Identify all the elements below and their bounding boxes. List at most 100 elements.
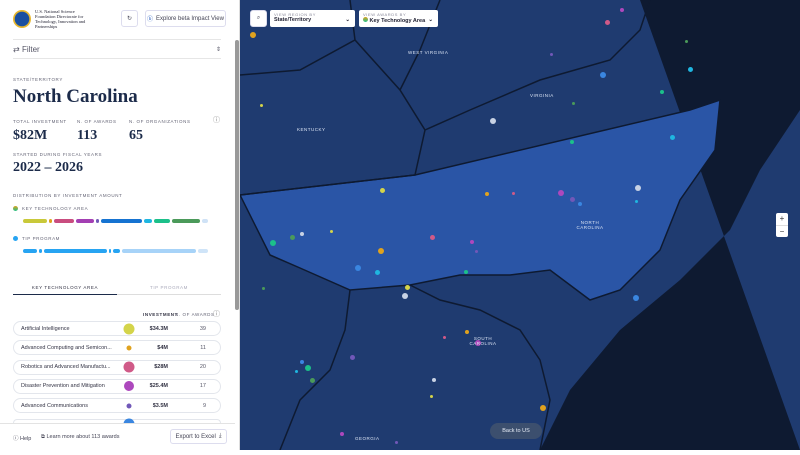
award-dot[interactable]: [295, 370, 298, 373]
export-excel-button[interactable]: Export to Excel ⤓: [170, 429, 227, 444]
award-dot[interactable]: [475, 250, 478, 253]
award-dot[interactable]: [432, 378, 436, 382]
award-dot[interactable]: [660, 90, 664, 94]
map[interactable]: WEST VIRGINIA VIRGINIA KENTUCKY NORTH CA…: [238, 0, 800, 451]
bar-segment[interactable]: [100, 219, 142, 223]
award-dot[interactable]: [395, 441, 398, 444]
help-link[interactable]: ⓘ Help: [13, 436, 32, 442]
award-dot[interactable]: [405, 285, 410, 290]
bar-segment[interactable]: [49, 219, 53, 223]
list-item[interactable]: Artificial Intelligence $34.3M 39: [13, 321, 221, 336]
award-dot[interactable]: [540, 405, 546, 411]
award-dot[interactable]: [470, 240, 474, 244]
info-icon[interactable]: ⓘ: [213, 311, 220, 318]
award-dot[interactable]: [550, 53, 553, 56]
bar-segment[interactable]: [198, 249, 208, 253]
award-dot[interactable]: [430, 395, 433, 398]
award-dot[interactable]: [685, 40, 688, 43]
award-dot[interactable]: [570, 140, 574, 144]
bar-segment[interactable]: [171, 219, 201, 223]
tip-distribution-bar[interactable]: [23, 249, 208, 253]
award-dot[interactable]: [570, 197, 575, 202]
nsf-logo[interactable]: U.S. National Science Foundation Directo…: [13, 9, 95, 29]
award-dot[interactable]: [605, 20, 610, 25]
award-dot[interactable]: [475, 340, 481, 346]
zoom-in-button[interactable]: +: [776, 213, 788, 226]
award-dot[interactable]: [402, 293, 408, 299]
award-dot[interactable]: [558, 190, 564, 196]
award-dot[interactable]: [378, 248, 384, 254]
filter-toggle[interactable]: ⇄ Filter ⇕: [13, 39, 221, 59]
award-dot[interactable]: [572, 102, 575, 105]
region-by-caption: VIEW REGION BY: [274, 12, 316, 17]
award-dot[interactable]: [688, 67, 693, 72]
award-dot[interactable]: [443, 336, 446, 339]
bar-segment[interactable]: [113, 249, 121, 253]
award-dot[interactable]: [512, 192, 515, 195]
award-dot[interactable]: [300, 232, 304, 236]
list-item[interactable]: Disaster Prevention and Mitigation $25.4M…: [13, 378, 221, 394]
award-dot[interactable]: [600, 72, 606, 78]
award-dot[interactable]: [262, 287, 265, 290]
award-dot[interactable]: [290, 235, 295, 240]
bar-segment[interactable]: [202, 219, 209, 223]
info-icon[interactable]: ⓘ: [213, 117, 220, 124]
award-dot[interactable]: [250, 32, 256, 38]
bar-segment[interactable]: [43, 249, 107, 253]
award-dot[interactable]: [355, 265, 361, 271]
reset-button[interactable]: ↻: [121, 10, 138, 27]
list-item[interactable]: Robotics and Advanced Manufactu... $28M 20: [13, 359, 221, 375]
award-dot[interactable]: [380, 188, 385, 193]
kta-label: KEY TECHNOLOGY AREA: [22, 206, 89, 211]
award-dot[interactable]: [635, 200, 638, 203]
bar-segment[interactable]: [154, 219, 170, 223]
map-canvas[interactable]: [238, 0, 800, 451]
map-search-button[interactable]: ⌕: [250, 10, 267, 27]
award-dot[interactable]: [465, 330, 469, 334]
award-dot[interactable]: [270, 240, 276, 246]
explore-impact-view-button[interactable]: ⓑ Explore beta Impact View: [145, 10, 226, 27]
award-dot[interactable]: [635, 185, 641, 191]
award-dot[interactable]: [260, 104, 263, 107]
bar-segment[interactable]: [122, 249, 197, 253]
award-dot[interactable]: [490, 118, 496, 124]
col-awards[interactable]: N. OF AWARDS: [175, 312, 215, 317]
bar-segment[interactable]: [108, 249, 112, 253]
view-awards-select[interactable]: VIEW AWARDS BY Key Technology Area ⌄: [359, 10, 438, 27]
zoom-out-button[interactable]: −: [779, 227, 785, 236]
bar-segment[interactable]: [76, 219, 95, 223]
learn-more-link[interactable]: ⧉ Learn more about 113 awards: [41, 434, 120, 440]
list-item[interactable]: Advanced Communications $3.5M 9: [13, 398, 221, 414]
back-to-us-button[interactable]: Back to US: [490, 423, 542, 439]
award-dot[interactable]: [578, 202, 582, 206]
award-dot[interactable]: [464, 270, 468, 274]
award-dot[interactable]: [670, 135, 675, 140]
award-dot[interactable]: [620, 8, 624, 12]
bar-segment[interactable]: [54, 219, 75, 223]
bar-segment[interactable]: [96, 219, 99, 223]
list-item[interactable]: Advanced Computing and Semicon... $4M 11: [13, 340, 221, 356]
tab-tip-program[interactable]: TIP PROGRAM: [149, 285, 189, 290]
col-investment[interactable]: INVESTMENT: [143, 312, 179, 317]
award-dot[interactable]: [375, 270, 380, 275]
row-name: Disaster Prevention and Mitigation: [21, 383, 105, 390]
bar-segment[interactable]: [23, 219, 48, 223]
scrollbar[interactable]: [235, 40, 239, 310]
tab-key-technology-area[interactable]: KEY TECHNOLOGY AREA: [13, 281, 117, 295]
award-dot[interactable]: [350, 355, 355, 360]
north-carolina-region[interactable]: [238, 98, 721, 301]
award-dot[interactable]: [340, 432, 344, 436]
view-region-select[interactable]: VIEW REGION BY State/Territory ⌄: [270, 10, 355, 27]
bar-segment[interactable]: [23, 249, 37, 253]
bar-segment[interactable]: [143, 219, 153, 223]
award-dot[interactable]: [300, 360, 304, 364]
award-dot[interactable]: [330, 230, 333, 233]
award-dot[interactable]: [305, 365, 311, 371]
kta-distribution-bar[interactable]: [23, 219, 209, 223]
award-dot[interactable]: [310, 378, 315, 383]
award-dot[interactable]: [633, 295, 639, 301]
award-dot[interactable]: [430, 235, 435, 240]
award-dot[interactable]: [485, 192, 489, 196]
orgs-caption: N. OF ORGANIZATIONS: [129, 119, 191, 124]
bar-segment[interactable]: [38, 249, 42, 253]
